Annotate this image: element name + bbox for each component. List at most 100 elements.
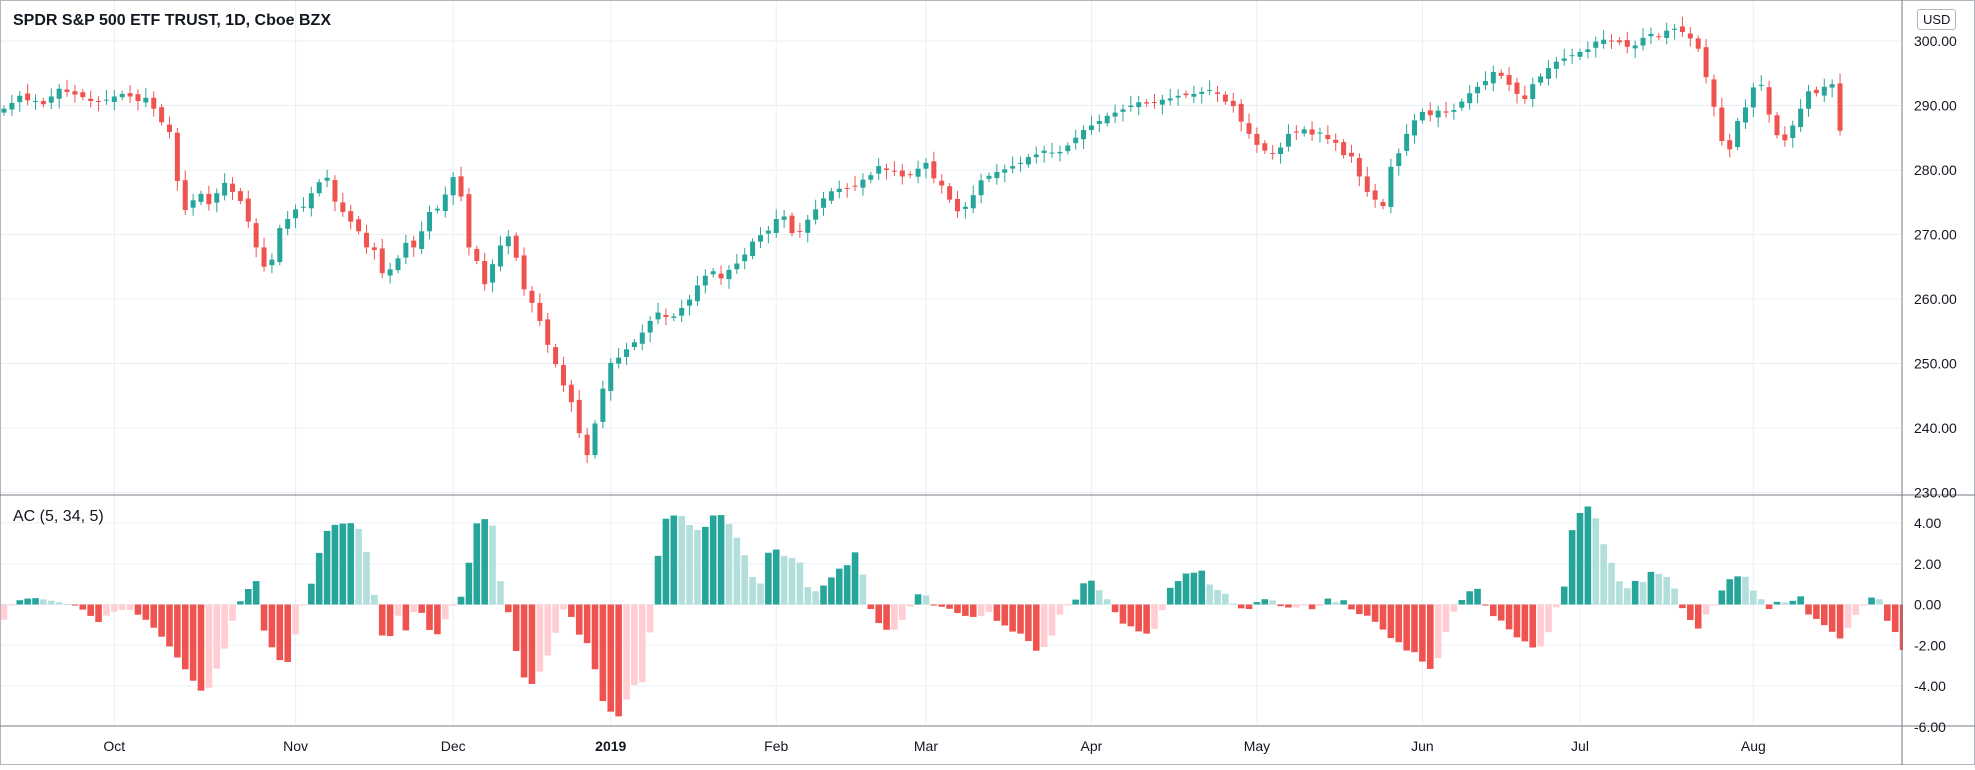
candle-body (1104, 115, 1110, 124)
ac-bar (489, 525, 496, 605)
ac-histogram-series (0, 506, 1975, 717)
ac-bar (1560, 586, 1568, 605)
ac-bar (40, 599, 47, 605)
ac-bar (1757, 599, 1765, 605)
candle-body (363, 232, 369, 248)
candle-body (72, 91, 78, 95)
candle-body (1514, 82, 1520, 94)
ac-bar (16, 600, 24, 605)
ac-bar (804, 586, 812, 605)
time-tick-label: Mar (914, 738, 938, 754)
candle-body (1057, 151, 1063, 154)
ac-bar (1576, 513, 1584, 605)
ac-bar (694, 529, 701, 605)
candle-body (96, 100, 102, 102)
candle-body (127, 93, 133, 97)
ac-bar (126, 604, 134, 611)
candle-body (1443, 111, 1449, 113)
candle-body (40, 100, 46, 105)
candle-body (450, 177, 456, 196)
ac-bar (1742, 576, 1749, 605)
price-tick-label: 270.00 (1914, 227, 1957, 243)
candle-body (25, 93, 31, 101)
candle-body (852, 185, 858, 187)
candle-body (198, 193, 204, 202)
candle-body (1356, 158, 1362, 177)
ac-bar (292, 604, 299, 635)
candle-body (1561, 58, 1567, 61)
candle-body (923, 162, 929, 169)
candle-body (371, 247, 377, 250)
ac-bar (1096, 590, 1103, 605)
candle-body (655, 312, 661, 320)
ac-bar (1040, 604, 1048, 647)
time-tick-label: Jun (1411, 738, 1434, 754)
ac-bar (268, 604, 276, 648)
ac-bar (733, 537, 741, 605)
ac-bar (1852, 604, 1860, 615)
ac-bar (410, 604, 418, 613)
candle-body (1396, 153, 1402, 167)
candle-body (308, 193, 314, 209)
candle-body (821, 198, 827, 208)
ac-bar (1458, 600, 1466, 605)
ac-bar (528, 604, 536, 684)
candle-body (1230, 100, 1236, 107)
ac-bar (1371, 604, 1379, 622)
candle-body (1364, 176, 1370, 192)
candle-body (978, 180, 984, 196)
ac-bar (757, 583, 764, 605)
candle-body (1782, 134, 1788, 141)
candle-body (1774, 115, 1780, 136)
ac-bar (985, 604, 993, 613)
ac-bar (237, 601, 244, 605)
candle-body (285, 219, 291, 229)
ac-bar (1300, 604, 1308, 606)
candle-body (1018, 162, 1024, 164)
ac-bar (812, 591, 819, 605)
ac-bar (922, 595, 930, 605)
ac-tick-label: -4.00 (1914, 678, 1946, 694)
ac-bar (1868, 597, 1875, 605)
candle-body (1112, 112, 1118, 117)
candle-body (143, 97, 149, 103)
ac-bar (1111, 604, 1119, 613)
candle-body (356, 219, 362, 232)
price-tick-label: 230.00 (1914, 485, 1957, 501)
candle-body (671, 316, 677, 318)
candle-body (1813, 89, 1819, 94)
ac-bar (473, 523, 481, 605)
ac-bar (1442, 604, 1450, 633)
ac-bar (1671, 588, 1678, 605)
candle-body (1750, 87, 1756, 108)
ac-tick-label: -6.00 (1914, 719, 1946, 735)
candle-body (742, 254, 748, 262)
currency-badge[interactable]: USD (1917, 9, 1957, 30)
candle-body (813, 209, 819, 220)
ac-bar (835, 568, 843, 605)
ac-bar (111, 604, 118, 612)
candle-body (1136, 102, 1142, 108)
candlestick-series (1, 16, 1843, 464)
indicator-label[interactable]: AC (5, 34, 5) (13, 508, 104, 525)
ac-bar (260, 604, 268, 631)
ac-bar (1828, 604, 1836, 632)
candle-body (876, 166, 882, 174)
chart-title: SPDR S&P 500 ETF TRUST, 1D, Cboe BZX (13, 12, 331, 29)
candle-body (1222, 94, 1228, 102)
candle-body (1151, 102, 1157, 104)
ac-bar (1616, 581, 1623, 605)
candle-body (1333, 139, 1339, 143)
candle-body (750, 241, 756, 257)
ac-bar (1285, 604, 1292, 608)
ac-bar (497, 581, 504, 605)
candle-body (1309, 129, 1315, 135)
candle-body (1703, 47, 1709, 78)
ac-bar (749, 576, 756, 605)
price-tick-label: 280.00 (1914, 162, 1957, 178)
ac-bar (244, 589, 252, 605)
ac-bar (300, 604, 307, 606)
candle-body (1711, 79, 1717, 107)
